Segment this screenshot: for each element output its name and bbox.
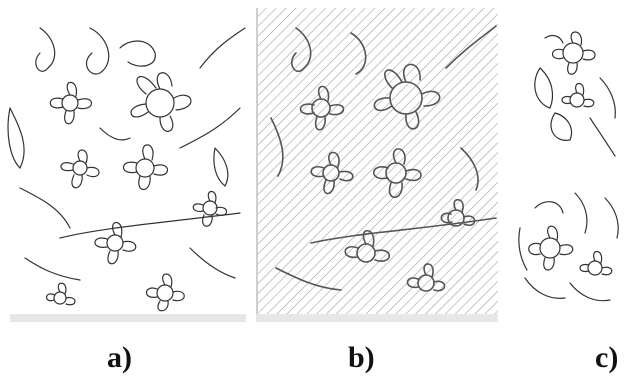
figure-panel-c [515,8,624,322]
caption-b: b) [348,341,375,374]
floral-line-drawing-a [7,27,246,312]
panel-a-bottom-bar [10,314,246,322]
panel-b-left-edge [256,8,258,322]
figure-panel-a [0,8,246,322]
panel-b-bottom-bar [256,314,498,322]
caption-a: a) [107,341,132,374]
hatched-floral-drawing-b [256,8,498,314]
caption-c: c) [595,341,619,374]
figure-panel-b [256,8,498,322]
floral-crops-c [518,31,619,302]
